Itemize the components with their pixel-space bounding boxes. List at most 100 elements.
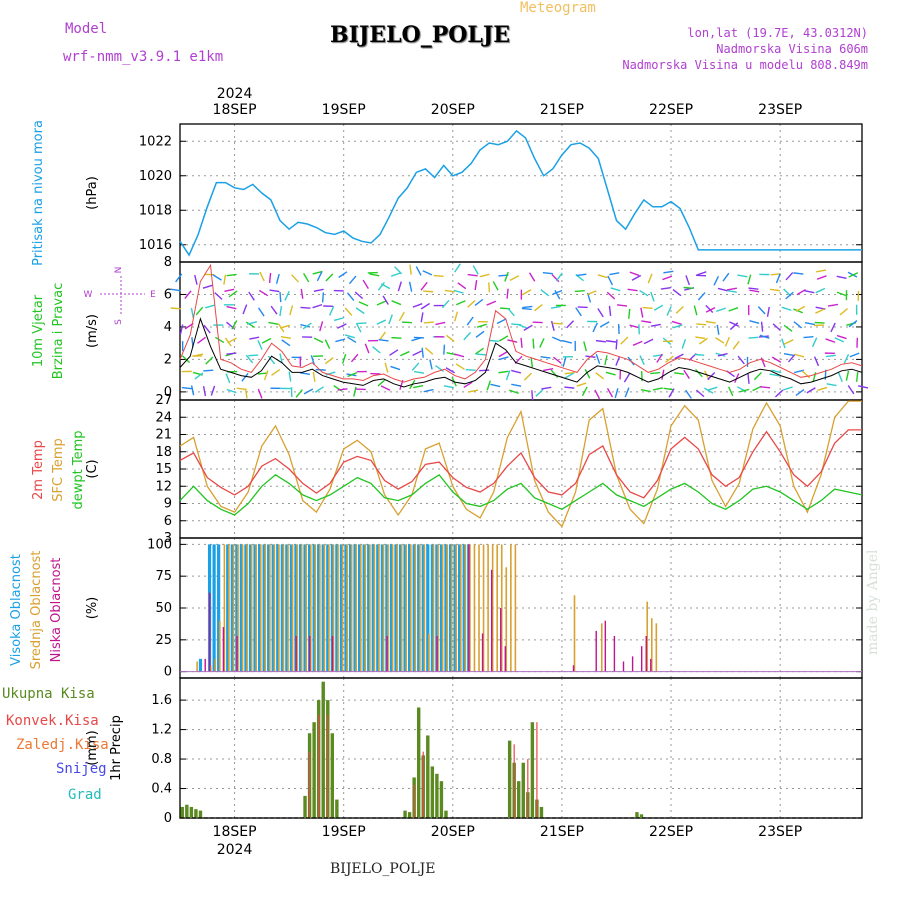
wind-arrow xyxy=(312,270,323,275)
wind-arrow xyxy=(717,352,728,357)
cloud-mid-bar xyxy=(514,544,517,672)
wind-arrow xyxy=(530,357,534,368)
wind-arrow xyxy=(662,275,673,281)
cloud-low-bar xyxy=(604,620,607,672)
panel-temperature: 3 6 9 12 15 18 21 24 27 (C) xyxy=(85,393,863,546)
precip-total-bar xyxy=(439,781,444,818)
wind-arrow xyxy=(652,387,663,391)
model-elevation-label: Nadmorska Visina u modelu 808.849m xyxy=(622,58,868,72)
wind-arrow xyxy=(441,299,450,309)
wind-arrow xyxy=(816,269,827,273)
wind-arrow xyxy=(420,302,431,310)
wind-arrow xyxy=(472,265,479,275)
cloud-low-bar xyxy=(631,656,634,672)
wind-arrow xyxy=(647,273,653,284)
cloud-high-bar xyxy=(458,544,462,672)
wind-arrow xyxy=(369,273,380,277)
cloud-low-bar xyxy=(572,665,575,672)
lonlat-label: lon,lat (19.7E, 43.0312N) xyxy=(687,26,868,40)
wind-arrow xyxy=(413,370,425,374)
wind-arrow xyxy=(505,370,511,381)
wind-arrow xyxy=(389,349,399,356)
wind-arrow xyxy=(675,306,684,314)
cloud-low-bar xyxy=(309,636,311,672)
wind-arrow xyxy=(335,338,346,343)
wind-arrow xyxy=(696,323,707,326)
tick-label-y-temperature: 3 xyxy=(164,531,172,546)
cloud-mid-bar xyxy=(414,544,417,672)
wind-arrow xyxy=(514,355,523,364)
cloud-mid-bar xyxy=(259,544,262,672)
wind-arrow xyxy=(465,368,476,372)
wind-arrow xyxy=(749,289,760,293)
wind-arrow xyxy=(380,385,391,391)
cloud-high-bar xyxy=(321,544,325,672)
wind-arrow xyxy=(759,334,770,339)
wind-arrow xyxy=(757,306,766,315)
year-label-top: 2024 xyxy=(217,86,253,102)
wind-arrow xyxy=(552,336,562,342)
day-label-top: 19SEP xyxy=(322,102,366,118)
compass-w: W xyxy=(84,290,93,300)
wind-arrow xyxy=(631,274,642,281)
wind-arrow xyxy=(576,382,587,387)
tick-label-y-pressure: 1020 xyxy=(139,169,172,184)
wind-arrow xyxy=(737,274,748,278)
wind-arrow xyxy=(837,372,843,382)
cloud-mid-bar xyxy=(500,544,503,672)
unit-label-pressure: (hPa) xyxy=(85,176,100,210)
ylabel-pressure: Pritisak na nivou mora xyxy=(31,120,46,266)
cloud-mid-bar xyxy=(196,661,198,672)
cloud-mid-bar xyxy=(428,633,430,672)
wind-arrow xyxy=(793,308,804,314)
precip-total-bar xyxy=(417,707,421,818)
precip-legend-0: Ukupna Kisa xyxy=(2,686,95,702)
wind-arrow xyxy=(341,353,347,364)
tick-label-y-wind: 6 xyxy=(164,287,172,302)
wind-arrow xyxy=(355,322,362,333)
wind-arrow xyxy=(713,276,720,286)
wind-arrow xyxy=(268,272,272,284)
cloud-high-bar xyxy=(421,544,425,672)
cloud-low-bar xyxy=(222,627,225,672)
dewpoint-line xyxy=(179,473,863,516)
wind-arrow xyxy=(214,292,223,300)
wind-arrow xyxy=(681,338,687,349)
tick-label-y-clouds: 100 xyxy=(147,537,172,552)
wind-arrow xyxy=(614,388,619,399)
wind-arrow xyxy=(362,279,369,289)
wind-arrow xyxy=(382,295,389,305)
wind-arrow xyxy=(257,307,265,317)
cloud-mid-bar xyxy=(269,544,271,672)
temp2m-line xyxy=(179,429,862,499)
precip-legend-4: Grad xyxy=(68,787,102,803)
wind-arrow xyxy=(748,336,759,339)
precip-total-bar xyxy=(194,809,198,818)
wind-arrow xyxy=(535,388,544,397)
cloud-high-bar xyxy=(435,544,439,672)
wind-arrow xyxy=(205,356,214,365)
wind-arrow xyxy=(313,337,324,344)
cloud-mid-bar xyxy=(441,544,444,672)
wind-arrow xyxy=(380,283,391,290)
wind-arrow xyxy=(616,304,628,307)
wind-arrow xyxy=(210,385,216,396)
wind-arrow xyxy=(507,307,515,317)
wind-arrow xyxy=(551,274,560,283)
precip-total-bar xyxy=(303,795,307,818)
cloud-low-bar xyxy=(645,636,647,672)
wind-arrow xyxy=(734,373,740,383)
wind-arrow xyxy=(726,287,738,291)
cloud-high-bar xyxy=(330,544,334,672)
wind-arrow xyxy=(202,284,213,289)
cloud-high-bar xyxy=(453,544,457,672)
wind-arrow xyxy=(412,350,422,356)
wind-arrow xyxy=(479,369,490,372)
wind-arrow xyxy=(632,340,643,346)
wind-arrow xyxy=(796,289,806,296)
wind-arrow xyxy=(212,274,222,281)
wind-arrow xyxy=(554,289,561,300)
cloud-high-bar xyxy=(239,544,243,672)
unit-label-precip: (mm) xyxy=(85,730,100,765)
cloud-mid-bar xyxy=(323,544,326,672)
